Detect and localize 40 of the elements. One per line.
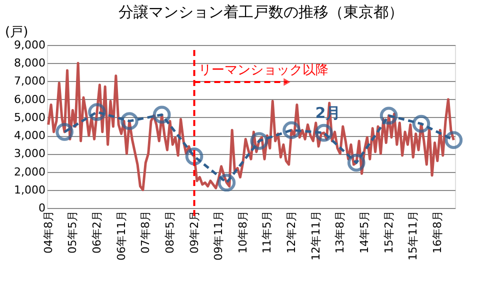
- chart-title: 分譲マンション着工戸数の推移（東京都）: [118, 3, 404, 21]
- x-tick-label: 12年2月: [285, 210, 298, 254]
- x-tick-label: 14年5月: [358, 210, 371, 254]
- y-tick-label: 6,000: [14, 92, 46, 106]
- point: [315, 124, 333, 142]
- point: [282, 121, 300, 140]
- y-tick-label: 2,000: [14, 165, 46, 178]
- x-tick-label: 06年2月: [90, 210, 104, 254]
- point: [444, 131, 463, 149]
- point: [185, 147, 204, 166]
- point: [152, 106, 171, 124]
- y-axis-title: (戸): [5, 25, 28, 40]
- x-tick-label: 15年11月: [406, 210, 420, 260]
- point: [120, 112, 138, 130]
- x-tick-label: 05年5月: [66, 210, 80, 254]
- x-tick-label: 08年5月: [163, 210, 176, 254]
- point: [380, 106, 398, 125]
- x-tick-label: 16年8月: [430, 210, 444, 254]
- x-tick-label: 07年8月: [139, 210, 152, 254]
- point: [88, 103, 106, 121]
- point: [347, 154, 366, 172]
- y-tick-label: 9,000: [14, 38, 46, 52]
- x-tick-label: 15年2月: [382, 210, 396, 254]
- point: [412, 114, 430, 133]
- y-tick-label: 3,000: [14, 147, 46, 160]
- y-tick-label: 8,000: [14, 56, 46, 70]
- x-tick-label: 10年8月: [236, 210, 250, 254]
- y-tick-label: 7,000: [14, 74, 46, 88]
- y-tick-label: 4,000: [14, 129, 46, 142]
- x-tick-label: 06年11月: [114, 210, 128, 260]
- y-tick-label: 5,000: [14, 110, 46, 124]
- x-tick-label: 12年11月: [309, 210, 322, 260]
- x-tick-label: 11年5月: [260, 210, 274, 254]
- y-tick-label: 1,000: [14, 183, 46, 196]
- ref-line-label: リーマンショック以降: [198, 63, 328, 78]
- point: [250, 132, 268, 150]
- x-tick-label: 13年8月: [334, 210, 347, 254]
- point: [56, 123, 74, 141]
- point: [218, 174, 236, 192]
- x-tick-label: 09年11月: [212, 210, 226, 260]
